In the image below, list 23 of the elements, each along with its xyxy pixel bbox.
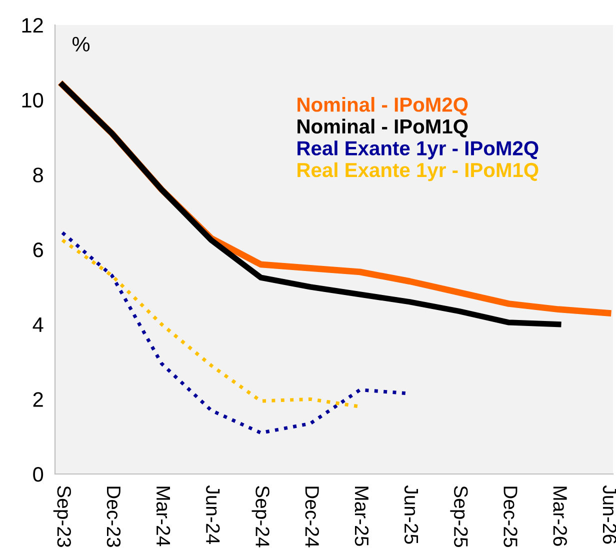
x-tick-label: Dec-25: [504, 486, 518, 547]
x-tick-label: Jun-24: [206, 485, 220, 544]
y-tick-label: 6: [33, 242, 43, 258]
text: Nominal - IPoM1Q: [298, 118, 468, 138]
x-tick-label: Sep-24: [252, 486, 270, 548]
x-tick-label: Dec-23: [106, 486, 121, 547]
y-tick-label: 12: [22, 18, 43, 33]
y-tick-label: 10: [22, 92, 44, 108]
x-tick-label: Dec-24: [305, 486, 319, 548]
y-tick-label: 2: [33, 392, 43, 407]
x-tick-label: Sep-25: [450, 486, 468, 547]
text: Real Exante 1yr - IPoM2Q: [298, 140, 538, 160]
x-tick-label: Sep-23: [53, 486, 71, 547]
x-tick-label: Jun-25: [404, 485, 418, 544]
x-tick-label: Mar-25: [354, 486, 369, 546]
annotation: %: [72, 36, 90, 52]
x-tick-label: Mar-24: [156, 486, 170, 546]
text: Real Exante 1yr - IPoM1Q: [298, 162, 538, 182]
y-tick-label: 8: [33, 168, 43, 182]
y-tick-label: 0: [33, 467, 44, 482]
text: Nominal - IPoM2Q: [298, 97, 468, 116]
x-tick-label: Mar-26: [553, 486, 567, 546]
y-tick-label: 4: [32, 318, 44, 332]
